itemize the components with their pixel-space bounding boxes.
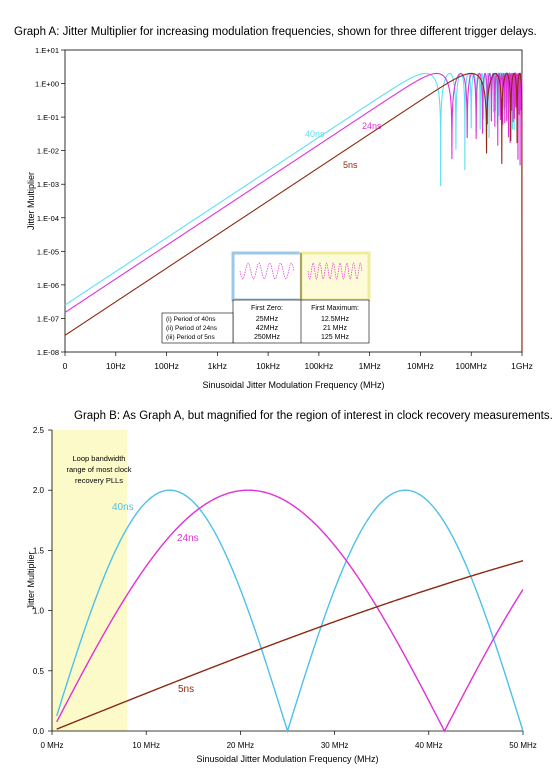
series-40ns-label: 40ns	[112, 502, 134, 513]
x-tick-label: 30 MHz	[321, 741, 349, 750]
inset-row-label: (ii) Period of 24ns	[166, 325, 218, 332]
series-5ns-label: 5ns	[178, 684, 194, 695]
x-tick-label: 1MHz	[359, 361, 381, 371]
y-tick-label: 1.E-08	[37, 348, 59, 357]
series-5ns-label: 5ns	[343, 160, 358, 170]
x-tick-label: 100Hz	[154, 361, 179, 371]
y-tick-label: 0.0	[33, 727, 45, 736]
x-tick-label: 0 MHz	[40, 741, 63, 750]
x-tick-label: 40 MHz	[415, 741, 443, 750]
series-40ns-label: 40ns	[305, 129, 325, 139]
series-5ns-line	[56, 560, 524, 730]
y-tick-label: 1.E-04	[37, 214, 59, 223]
inset-first-max-value: 21 MHz	[323, 325, 348, 332]
x-tick-label: 10 MHz	[132, 741, 160, 750]
inset-col-header-first-zero: First Zero:	[251, 305, 283, 312]
inset-first-zero-value: 250MHz	[254, 334, 281, 341]
y-tick-label: 1.E-01	[37, 113, 59, 122]
inset-waveform-40ns	[239, 262, 295, 280]
inset-waveform-24ns	[307, 262, 363, 280]
y-tick-label: 1.E+01	[35, 46, 59, 55]
x-axis-label: Sinusoidal Jitter Modulation Frequency (…	[196, 754, 378, 764]
x-tick-label: 1GHz	[511, 361, 533, 371]
y-tick-label: 0.5	[33, 667, 45, 676]
loop-bandwidth-region	[52, 430, 128, 731]
inset-row-label-frame	[161, 312, 234, 344]
series-24ns-line	[56, 489, 524, 733]
x-tick-label: 10kHz	[256, 361, 280, 371]
inset-row-label: (iii) Period of 5ns	[166, 334, 216, 341]
y-tick-label: 2.0	[33, 486, 45, 495]
y-tick-label: 1.0	[33, 607, 45, 616]
x-tick-label: 10Hz	[106, 361, 126, 371]
graph-a-chart: 1.E-08 1.E-07 1.E-06 1.E-05 1.E-04 1.E-03 1.E-…	[26, 46, 533, 390]
y-tick-label: 1.E-07	[37, 314, 59, 323]
inset-first-max-value: 12.5MHz	[321, 316, 350, 323]
y-tick-label: 1.E-05	[37, 247, 59, 256]
y-tick-label: 1.E+00	[35, 80, 59, 89]
y-tick-label: 1.E-02	[37, 147, 59, 156]
y-tick-label: 1.E-03	[37, 180, 59, 189]
loop-bandwidth-annotation: Loop bandwidth	[73, 454, 126, 463]
series-40ns-line	[56, 489, 524, 734]
graph-a-title: Graph A: Jitter Multiplier for increasin…	[14, 26, 537, 38]
y-tick-label: 1.E-06	[37, 281, 59, 290]
x-axis-label: Sinusoidal Jitter Modulation Frequency (…	[202, 380, 384, 390]
series-5ns-line	[64, 72, 523, 353]
y-tick-label: 2.5	[33, 426, 45, 435]
inset-row-label: (i) Period of 40ns	[166, 316, 216, 323]
series-24ns-label: 24ns	[177, 533, 199, 544]
series-24ns-line	[64, 71, 523, 353]
graph-b-title: Graph B: As Graph A, but magnified for t…	[74, 410, 553, 422]
y-tick-label: 1.5	[33, 546, 45, 555]
x-tick-label: 0	[63, 361, 68, 371]
x-tick-label: 20 MHz	[227, 741, 255, 750]
inset-col-header-first-max: First Maximum:	[311, 305, 359, 312]
inset-first-zero-value: 42MHz	[256, 325, 279, 332]
inset-waveform-box-40ns	[231, 251, 303, 302]
x-tick-label: 100kHz	[304, 361, 333, 371]
x-tick-label: 100MHz	[455, 361, 487, 371]
inset-first-max-value: 125 MHz	[321, 334, 350, 341]
x-tick-label: 1kHz	[208, 361, 227, 371]
y-axis-label: Jitter Multiplier	[26, 551, 36, 609]
series-40ns-line	[64, 71, 523, 353]
inset-first-zero-value: 25MHz	[256, 316, 279, 323]
series-24ns-label: 24ns	[362, 121, 382, 131]
x-tick-label: 50 MHz	[509, 741, 537, 750]
y-axis-label: Jitter Multiplier	[26, 172, 36, 230]
loop-bandwidth-annotation: range of most clock	[66, 465, 131, 474]
x-tick-label: 10MHz	[407, 361, 434, 371]
loop-bandwidth-annotation: recovery PLLs	[75, 476, 123, 485]
